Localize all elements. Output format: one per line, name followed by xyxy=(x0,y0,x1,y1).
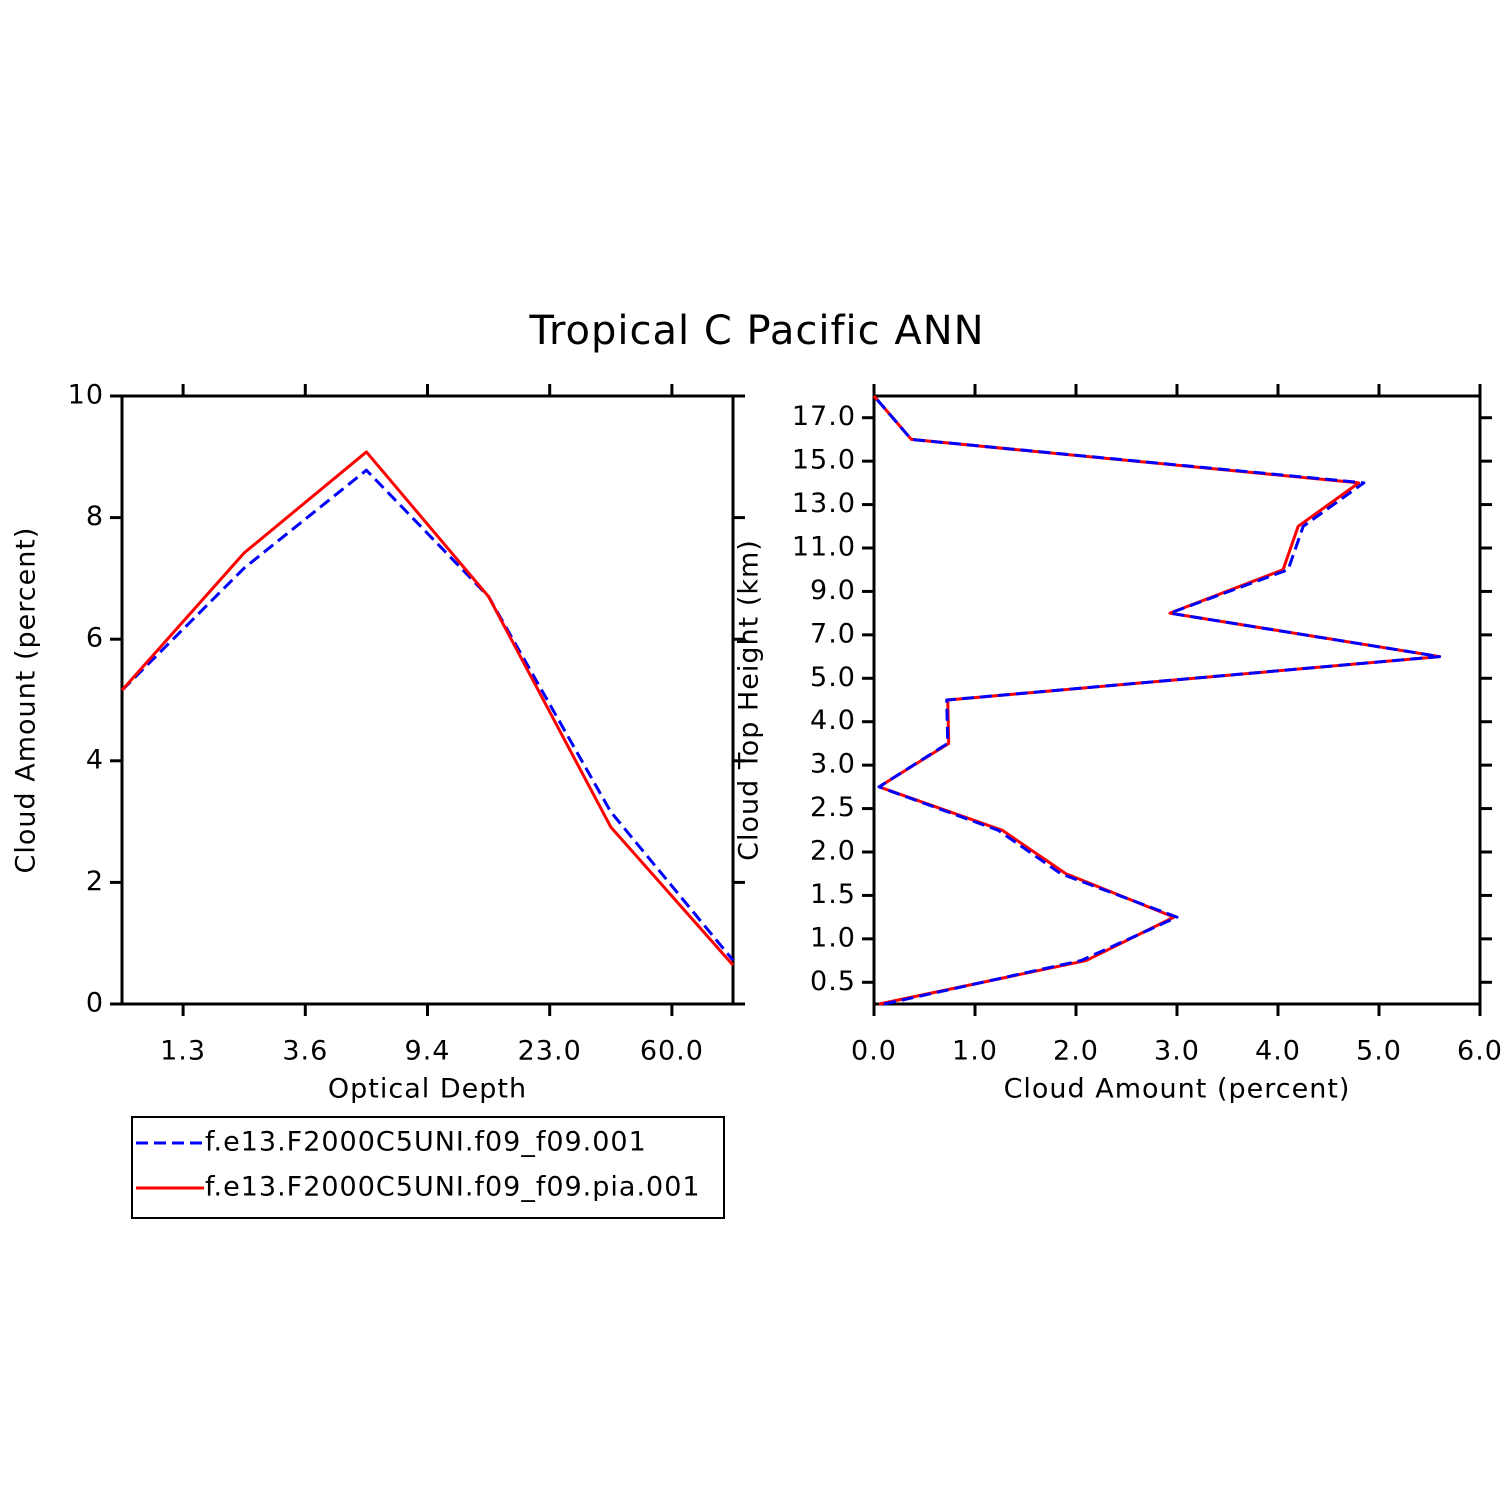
y-tick-label: 9.0 xyxy=(810,575,856,606)
y-tick-label: 1.0 xyxy=(810,922,856,953)
y-tick-label: 1.5 xyxy=(810,879,856,910)
x-tick-label: 4.0 xyxy=(1255,1036,1301,1067)
x-tick-label: 2.0 xyxy=(1053,1036,1099,1067)
series-line xyxy=(120,450,735,967)
y-tick-label: 4 xyxy=(86,744,104,775)
y-axis-label: Cloud Amount (percent) xyxy=(11,527,42,874)
x-tick-label: 6.0 xyxy=(1457,1036,1503,1067)
x-axis-label: Optical Depth xyxy=(328,1074,527,1105)
x-tick-label: 23.0 xyxy=(518,1036,582,1067)
y-tick-label: 7.0 xyxy=(810,618,856,649)
y-tick-label: 6 xyxy=(86,623,104,654)
series-line xyxy=(872,395,1442,1006)
y-tick-label: 10 xyxy=(68,380,104,411)
figure-title: Tropical C Pacific ANN xyxy=(528,308,984,354)
y-tick-label: 0 xyxy=(86,988,104,1019)
x-axis-label: Cloud Amount (percent) xyxy=(1004,1074,1351,1105)
x-tick-label: 0.0 xyxy=(851,1036,897,1067)
y-tick-label: 3.0 xyxy=(810,749,856,780)
y-tick-label: 5.0 xyxy=(810,662,856,693)
series-line xyxy=(120,468,735,962)
legend-box xyxy=(131,1116,725,1219)
y-axis-label: Cloud Top Height (km) xyxy=(734,539,765,861)
y-tick-label: 13.0 xyxy=(792,488,856,519)
x-tick-label: 1.0 xyxy=(952,1036,998,1067)
y-tick-label: 2 xyxy=(86,866,104,897)
y-tick-label: 4.0 xyxy=(810,705,856,736)
legend-label: f.e13.F2000C5UNI.f09_f09.001 xyxy=(205,1127,647,1158)
y-tick-label: 2.0 xyxy=(810,836,856,867)
x-tick-label: 1.3 xyxy=(160,1036,206,1067)
y-tick-label: 11.0 xyxy=(792,532,856,563)
y-tick-label: 2.5 xyxy=(810,792,856,823)
y-tick-label: 17.0 xyxy=(792,401,856,432)
x-tick-label: 60.0 xyxy=(640,1036,704,1067)
x-tick-label: 3.6 xyxy=(282,1036,328,1067)
y-tick-label: 15.0 xyxy=(792,445,856,476)
y-tick-label: 8 xyxy=(86,501,104,532)
x-tick-label: 3.0 xyxy=(1154,1036,1200,1067)
y-tick-label: 0.5 xyxy=(810,966,856,997)
x-tick-label: 9.4 xyxy=(405,1036,451,1067)
legend-label: f.e13.F2000C5UNI.f09_f09.pia.001 xyxy=(205,1172,701,1203)
x-tick-label: 5.0 xyxy=(1356,1036,1402,1067)
